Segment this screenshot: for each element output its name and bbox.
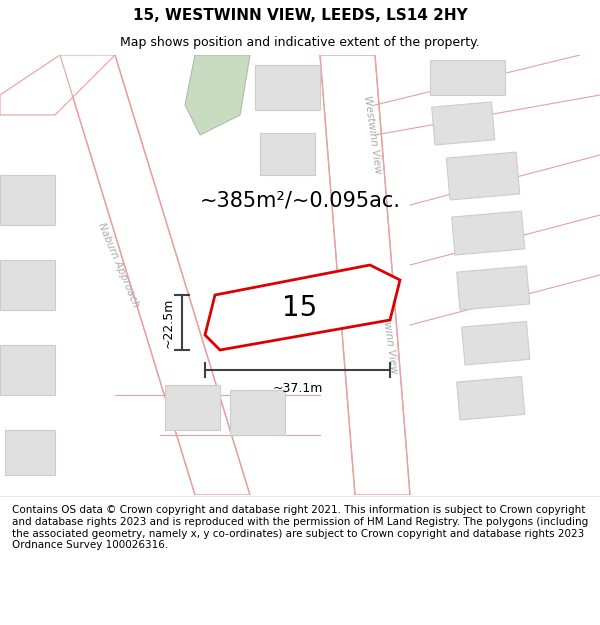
Bar	[0, 175, 55, 225]
Bar	[457, 376, 525, 420]
Text: Westwinn View: Westwinn View	[377, 295, 398, 375]
Polygon shape	[185, 55, 250, 135]
Bar	[5, 430, 55, 475]
Text: Map shows position and indicative extent of the property.: Map shows position and indicative extent…	[120, 36, 480, 49]
Bar	[461, 321, 530, 365]
Polygon shape	[320, 55, 410, 495]
Text: 15: 15	[283, 294, 317, 321]
Bar	[452, 211, 525, 255]
Bar	[446, 152, 520, 200]
Text: ~22.5m: ~22.5m	[161, 298, 175, 348]
Bar	[457, 266, 530, 310]
Text: Westwinn View: Westwinn View	[362, 95, 382, 175]
Bar	[165, 385, 220, 430]
Bar	[430, 60, 505, 95]
Bar	[431, 102, 495, 145]
Polygon shape	[0, 55, 115, 115]
Text: Contains OS data © Crown copyright and database right 2021. This information is : Contains OS data © Crown copyright and d…	[12, 506, 588, 550]
Bar	[0, 260, 55, 310]
Text: Naburn Approach: Naburn Approach	[95, 221, 140, 309]
Text: ~37.1m: ~37.1m	[272, 381, 323, 394]
Bar	[0, 345, 55, 395]
Polygon shape	[60, 55, 250, 495]
Bar	[255, 65, 320, 110]
Bar	[230, 390, 285, 435]
Polygon shape	[205, 265, 400, 350]
Bar	[260, 133, 315, 175]
Text: ~385m²/~0.095ac.: ~385m²/~0.095ac.	[199, 190, 401, 210]
Text: 15, WESTWINN VIEW, LEEDS, LS14 2HY: 15, WESTWINN VIEW, LEEDS, LS14 2HY	[133, 8, 467, 23]
